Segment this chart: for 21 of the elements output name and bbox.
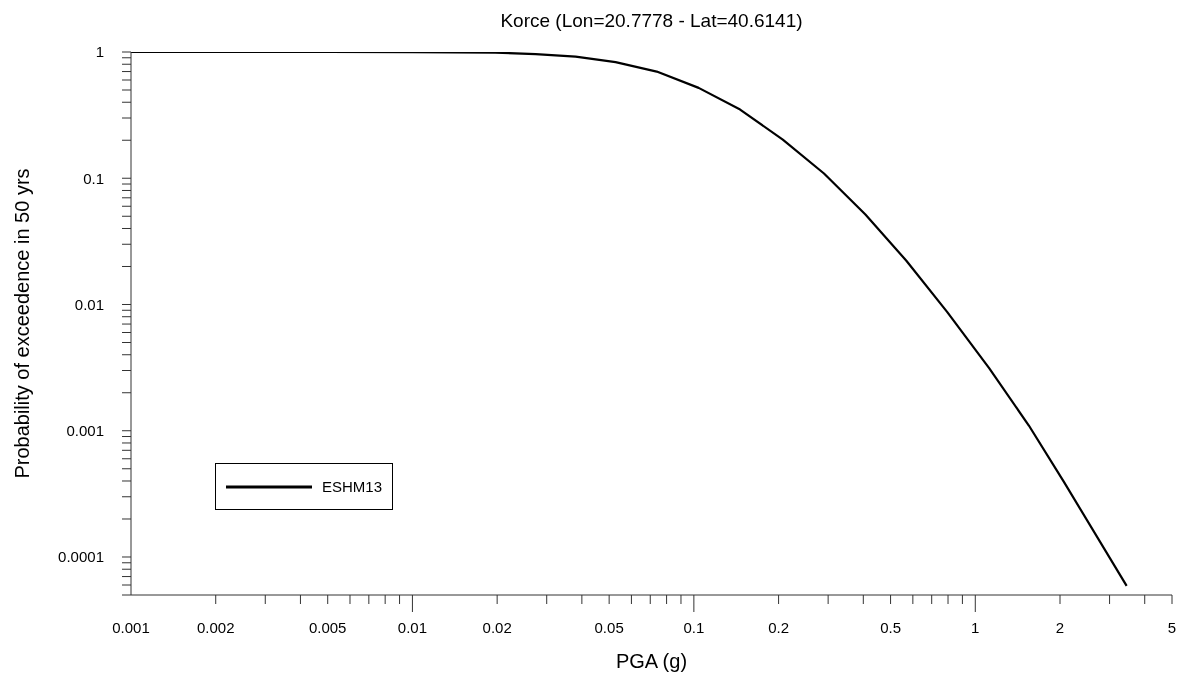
x-tick-label: 0.001 (112, 619, 150, 636)
y-tick-label: 1 (95, 43, 104, 61)
x-tick-label: 0.005 (308, 619, 347, 636)
x-tick-label: 0.1 (683, 619, 705, 636)
chart-title: Korce (Lon=20.7778 - Lat=40.6141) (499, 10, 804, 32)
x-tick-label: 2 (1055, 619, 1065, 636)
x-tick-label: 0.2 (768, 619, 790, 636)
text: ESHM13 (322, 478, 383, 495)
x-tick-label: 1 (971, 619, 980, 636)
y-tick-label: 0.0001 (58, 548, 104, 566)
x-tick-label: 0.002 (196, 619, 235, 636)
x-tick-label: 0.05 (594, 619, 624, 636)
y-axis-title: Probability of exceedence in 50 yrs (10, 166, 34, 481)
x-tick-label: 0.02 (482, 619, 512, 636)
x-axis-title: PGA (g) (614, 650, 689, 673)
x-tick-label: 0.5 (880, 619, 901, 636)
y-tick-label: 0.01 (74, 295, 104, 313)
y-tick-label: 0.1 (83, 169, 104, 187)
y-tick-label: 0.001 (66, 422, 104, 440)
x-tick-label: 0.01 (397, 619, 428, 636)
x-tick-label: 5 (1167, 619, 1177, 636)
